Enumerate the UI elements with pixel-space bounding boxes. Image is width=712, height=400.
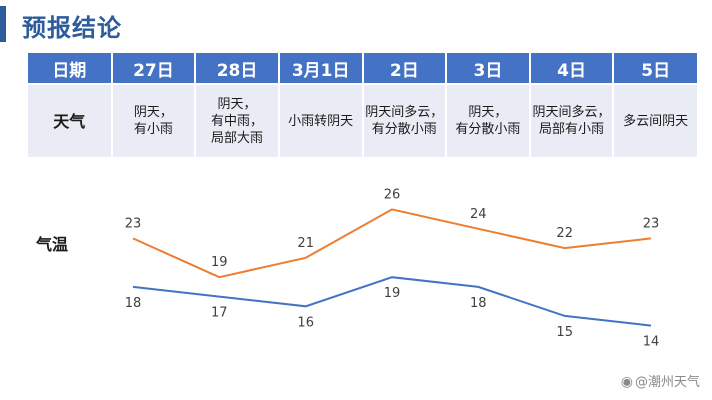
date-header-row: 日期 27日 28日 3月1日 2日 3日 4日 5日 [28, 53, 697, 84]
data-label: 21 [297, 236, 314, 251]
weather-row: 天气 阴天， 有小雨 阴天， 有中雨， 局部大雨 小雨转阴天 阴天间多云， 有分… [28, 83, 697, 157]
day-header: 4日 [529, 53, 615, 84]
day-header: 3月1日 [278, 53, 364, 84]
weibo-icon: ◉ [620, 374, 633, 390]
day-header: 2日 [362, 53, 448, 84]
weather-cell: 阴天间多云， 有分散小雨 [362, 83, 448, 157]
data-label: 23 [643, 216, 660, 231]
day-header: 27日 [111, 53, 197, 84]
series-line-1 [132, 276, 652, 327]
temperature-label: 气温 [36, 235, 69, 254]
weather-cell: 阴天间多云， 局部有小雨 [529, 83, 615, 157]
watermark-text: @潮州天气 [634, 375, 700, 390]
page-title: 预报结论 [22, 14, 122, 42]
data-label: 24 [470, 207, 487, 222]
weather-cell: 阴天， 有中雨， 局部大雨 [195, 83, 280, 157]
title-accent-bar [0, 6, 6, 42]
date-header-label: 日期 [28, 53, 113, 84]
weather-cell: 小雨转阴天 [278, 83, 364, 157]
forecast-table: 日期 27日 28日 3月1日 2日 3日 4日 5日 天气 阴天， 有小雨 阴… [28, 53, 697, 157]
data-label: 18 [125, 296, 142, 311]
weather-cell: 多云间阴天 [613, 83, 697, 157]
weather-row-label: 天气 [28, 83, 113, 157]
data-label: 16 [297, 315, 314, 330]
day-header: 3日 [446, 53, 531, 84]
data-label: 14 [643, 335, 660, 350]
data-label: 19 [211, 255, 228, 270]
series-line-0 [132, 208, 652, 279]
data-label: 26 [384, 187, 401, 202]
data-label: 22 [556, 226, 573, 241]
weather-cell: 阴天， 有分散小雨 [446, 83, 531, 157]
day-header: 5日 [613, 53, 697, 84]
data-label: 17 [211, 306, 228, 321]
data-label: 15 [556, 325, 573, 340]
data-label: 18 [470, 296, 487, 311]
weather-cell: 阴天， 有小雨 [111, 83, 197, 157]
data-label: 19 [384, 286, 401, 301]
watermark: ◉ @潮州天气 [621, 371, 700, 390]
day-header: 28日 [195, 53, 280, 84]
data-label: 23 [125, 216, 142, 231]
